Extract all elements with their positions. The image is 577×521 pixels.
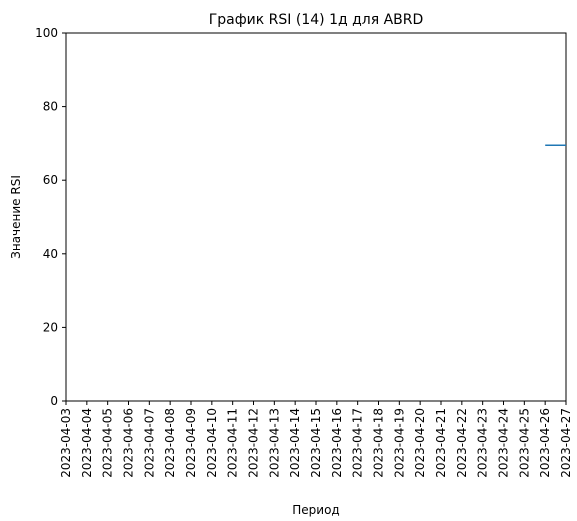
- x-tick-label: 2023-04-17: [351, 408, 365, 478]
- x-tick-label: 2023-04-06: [122, 408, 136, 478]
- x-tick-label: 2023-04-21: [434, 408, 448, 478]
- y-tick-label: 0: [50, 394, 58, 408]
- plot-area: [65, 32, 567, 402]
- x-tick-label: 2023-04-22: [455, 408, 469, 478]
- x-tick-label: 2023-04-18: [372, 408, 386, 478]
- y-tick-label: 60: [43, 173, 58, 187]
- x-tick-label: 2023-04-24: [497, 408, 511, 478]
- x-tick-label: 2023-04-12: [247, 408, 261, 478]
- y-axis-label: Значение RSI: [9, 175, 23, 259]
- x-tick-label: 2023-04-10: [205, 408, 219, 478]
- x-tick-label: 2023-04-04: [80, 408, 94, 478]
- x-tick-label: 2023-04-07: [142, 408, 156, 478]
- y-tick-label: 100: [35, 26, 58, 40]
- x-tick-label: 2023-04-19: [392, 408, 406, 478]
- x-tick-label: 2023-04-14: [288, 408, 302, 478]
- x-tick-label: 2023-04-20: [413, 408, 427, 478]
- y-axis: 0 20 40 60 80 100: [35, 26, 66, 408]
- x-tick-label: 2023-04-26: [538, 408, 552, 478]
- y-tick-label: 40: [43, 247, 58, 261]
- x-tick-label: 2023-04-09: [184, 408, 198, 478]
- x-tick-label: 2023-04-16: [330, 408, 344, 478]
- x-tick-label: 2023-04-23: [476, 408, 490, 478]
- x-tick-label: 2023-04-25: [517, 408, 531, 478]
- x-tick-label: 2023-04-11: [226, 408, 240, 478]
- x-tick-label: 2023-04-15: [309, 408, 323, 478]
- chart-title: График RSI (14) 1д для ABRD: [209, 12, 424, 28]
- x-axis-label: Период: [292, 503, 339, 517]
- plot-frame: [65, 32, 567, 402]
- x-tick-label: 2023-04-03: [59, 408, 73, 478]
- x-tick-label: 2023-04-08: [163, 408, 177, 478]
- y-tick-label: 80: [43, 100, 58, 114]
- x-axis: 2023-04-03 2023-04-04 2023-04-05 2023-04-06…: [59, 401, 573, 478]
- x-tick-label: 2023-04-13: [267, 408, 281, 478]
- y-tick-label: 20: [43, 320, 58, 334]
- x-tick-label: 2023-04-05: [101, 408, 115, 478]
- x-tick-label: 2023-04-27: [559, 408, 573, 478]
